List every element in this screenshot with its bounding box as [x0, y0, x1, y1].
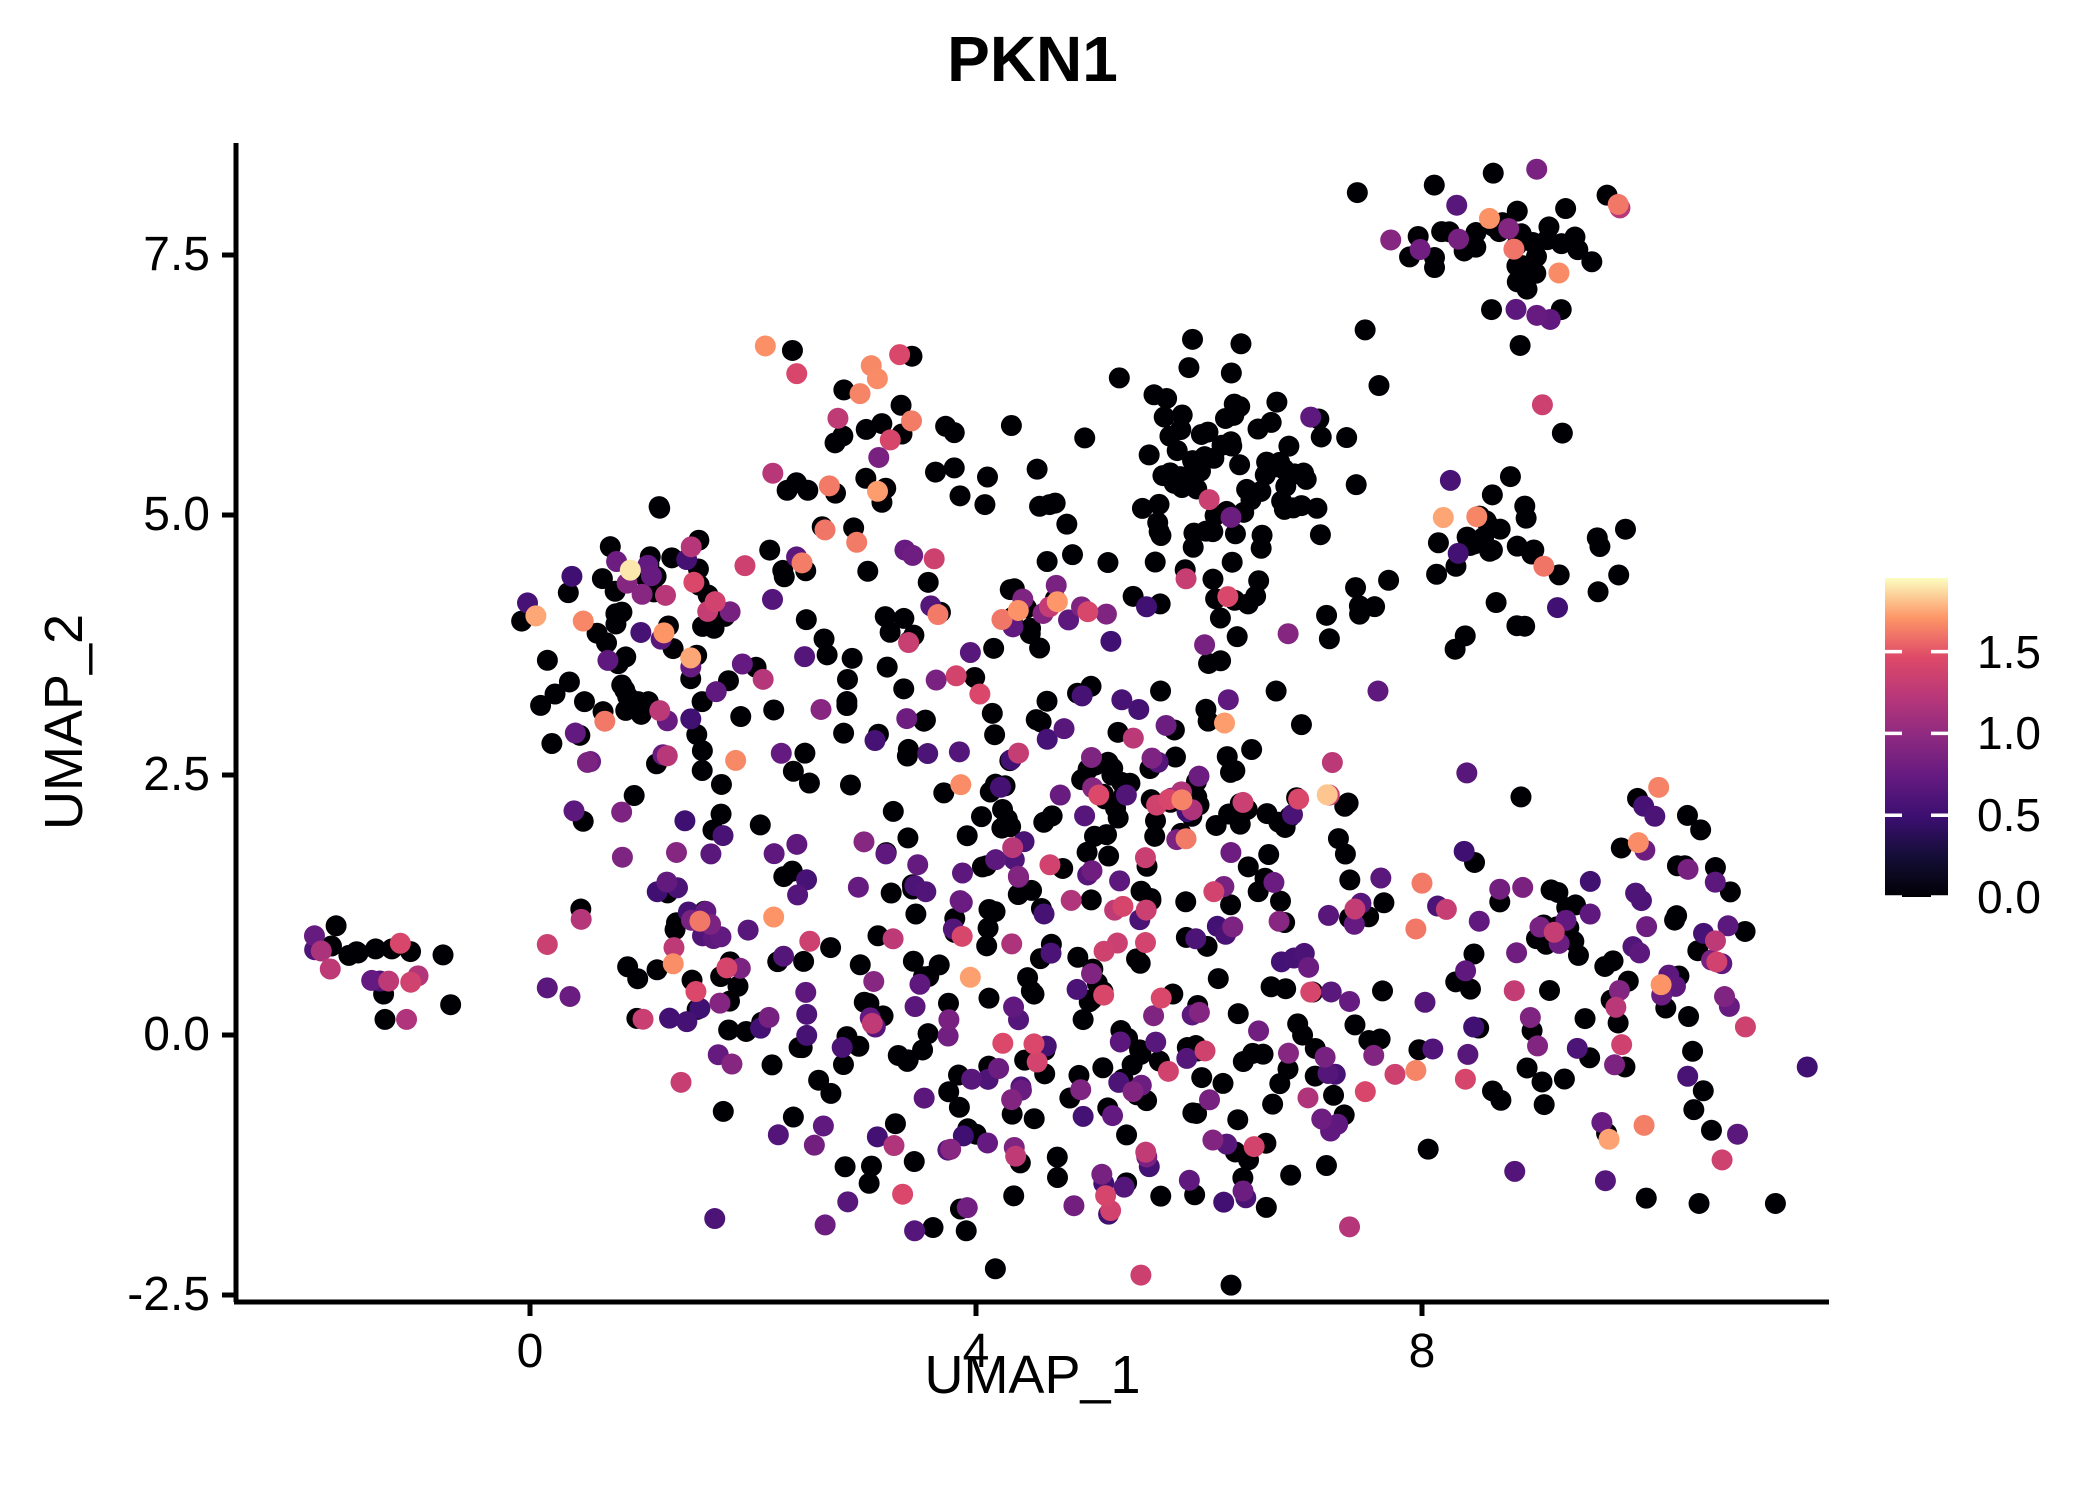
legend-tick-label: 1.0 [1977, 707, 2041, 760]
legend-tick-label: 1.5 [1977, 625, 2041, 678]
y-tick-label: 7.5 [143, 228, 210, 281]
legend-tick-label: 0.0 [1977, 871, 2041, 923]
plot-title: PKN1 [947, 23, 1118, 95]
y-tick-label: 5.0 [143, 488, 210, 541]
colorbar-legend [1885, 578, 1948, 899]
y-tick-label: 2.5 [143, 748, 210, 801]
x-tick-label: 0 [516, 1325, 544, 1378]
x-tick-label: 4 [962, 1325, 990, 1378]
scatter-points [303, 158, 1818, 1296]
legend-tick-label: 0.5 [1977, 789, 2041, 842]
y-tick-label: -2.5 [127, 1268, 210, 1321]
x-axis-title: UMAP_1 [924, 1345, 1141, 1405]
axes [222, 143, 1829, 1316]
y-tick-label: 0.0 [143, 1008, 210, 1061]
x-tick-label: 8 [1408, 1325, 1436, 1378]
